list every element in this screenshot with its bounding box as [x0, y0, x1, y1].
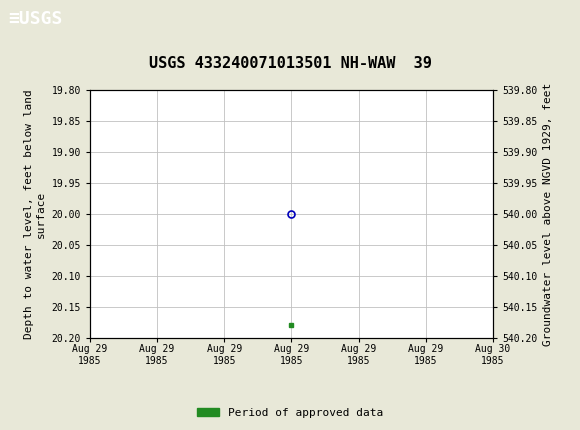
Text: USGS 433240071013501 NH-WAW  39: USGS 433240071013501 NH-WAW 39 [148, 56, 432, 71]
Text: ≡USGS: ≡USGS [9, 10, 63, 28]
Legend: Period of approved data: Period of approved data [193, 403, 387, 422]
Y-axis label: Depth to water level, feet below land
surface: Depth to water level, feet below land su… [24, 89, 46, 339]
Y-axis label: Groundwater level above NGVD 1929, feet: Groundwater level above NGVD 1929, feet [543, 82, 553, 346]
